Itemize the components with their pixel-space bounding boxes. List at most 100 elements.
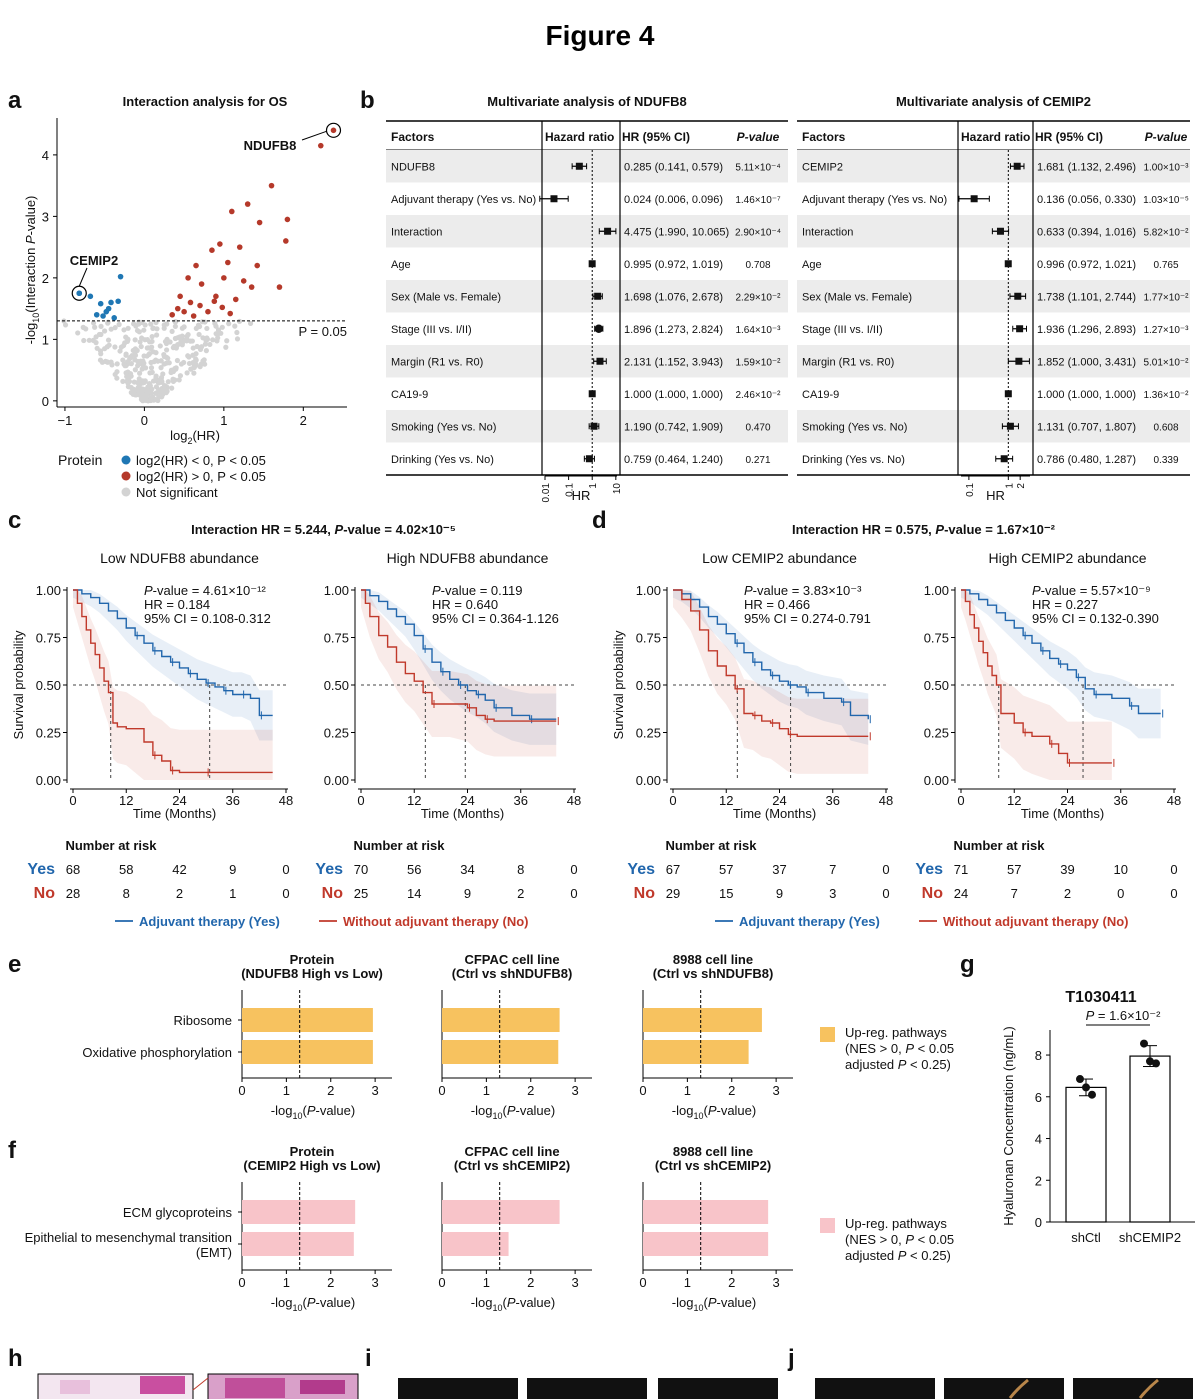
km-panel-title: Interaction HR = 5.244, P-value = 4.02×1… bbox=[191, 522, 456, 537]
risk-count: 24 bbox=[954, 886, 968, 901]
point-not-significant bbox=[133, 392, 139, 398]
point-positive bbox=[283, 238, 289, 244]
point-not-significant bbox=[120, 357, 126, 363]
replicate-point bbox=[1146, 1057, 1154, 1066]
panel-i-images bbox=[398, 1378, 778, 1399]
km-stat-line: HR = 0.640 bbox=[432, 597, 498, 612]
row-factor: Adjuvant therapy (Yes vs. No) bbox=[802, 194, 947, 206]
risk-group-label: No bbox=[34, 885, 56, 902]
point-not-significant bbox=[169, 385, 175, 391]
point-positive bbox=[213, 293, 219, 300]
point-positive bbox=[284, 216, 291, 223]
threshold-label: P = 0.05 bbox=[298, 324, 347, 339]
point-not-significant bbox=[175, 342, 181, 348]
point-not-significant bbox=[223, 344, 229, 350]
enrich-x-axis-label-p: P bbox=[708, 1295, 717, 1310]
point-not-significant bbox=[172, 319, 178, 325]
forest-axis-tick-label: 2 bbox=[1016, 483, 1027, 489]
enrich-x-axis-label-p: P bbox=[307, 1295, 316, 1310]
point-not-significant bbox=[121, 327, 127, 333]
risk-count: 0 bbox=[282, 886, 289, 901]
row-pvalue: 1.36×10⁻² bbox=[1143, 390, 1189, 401]
point-not-significant bbox=[161, 382, 168, 389]
point-not-significant bbox=[210, 337, 216, 343]
point-not-significant bbox=[86, 337, 92, 343]
bar-y-tick-label: 4 bbox=[1035, 1132, 1042, 1147]
risk-count: 67 bbox=[666, 862, 680, 877]
point-cemip2 bbox=[76, 290, 83, 297]
bar-category-label: shCtl bbox=[1071, 1230, 1101, 1245]
risk-count: 0 bbox=[882, 862, 889, 877]
point-not-significant bbox=[226, 321, 232, 327]
enrich-x-tick-label: 0 bbox=[639, 1083, 646, 1098]
enrich-x-tick-label: 0 bbox=[438, 1083, 445, 1098]
point-not-significant bbox=[90, 320, 97, 326]
row-pvalue: 1.03×10⁻⁵ bbox=[1143, 195, 1189, 206]
km-y-axis-label: Survival probability bbox=[11, 630, 26, 740]
row-pvalue: 0.271 bbox=[745, 455, 770, 466]
panel-d: Interaction HR = 0.575, P-value = 1.67×1… bbox=[611, 522, 1181, 929]
point-negative bbox=[100, 313, 106, 319]
enrich-x-axis-label-end: -value) bbox=[515, 1295, 555, 1310]
km-y-tick-label: 0.25 bbox=[924, 726, 949, 741]
point-not-significant bbox=[202, 341, 208, 347]
forest-axis-tick-label: 1 bbox=[588, 483, 599, 489]
row-factor: Smoking (Yes vs. No) bbox=[391, 421, 496, 433]
bar-category-label: shCEMIP2 bbox=[1119, 1230, 1181, 1245]
km-y-tick-label: 1.00 bbox=[36, 583, 61, 598]
km-y-tick-label: 0.50 bbox=[324, 678, 349, 693]
km-stat-p: P bbox=[144, 583, 153, 598]
row-factor: Stage (III vs. I/II) bbox=[802, 324, 883, 336]
point-not-significant bbox=[114, 361, 120, 367]
y-tick-label: 1 bbox=[42, 332, 49, 347]
hr-point bbox=[596, 357, 604, 365]
enrich-x-axis-label: -log10(P-value) bbox=[471, 1103, 555, 1121]
hr-point bbox=[604, 227, 612, 235]
label-cemip2: CEMIP2 bbox=[70, 253, 118, 268]
km-y-tick-label: 1.00 bbox=[636, 583, 661, 598]
y-tick-label: 4 bbox=[42, 148, 49, 163]
hr-point bbox=[1004, 260, 1012, 268]
enrich-legend-line: (NES > 0, P < 0.05 bbox=[845, 1232, 954, 1247]
km-x-tick-label: 36 bbox=[1114, 793, 1128, 808]
table-row-band bbox=[386, 345, 788, 378]
panel-c: Interaction HR = 5.244, P-value = 4.02×1… bbox=[11, 522, 581, 929]
risk-table-title: Number at risk bbox=[65, 838, 157, 853]
point-not-significant bbox=[196, 331, 202, 338]
row-pvalue: 0.339 bbox=[1153, 455, 1178, 466]
km-y-tick-label: 0.00 bbox=[324, 773, 349, 788]
panel-label-f: f bbox=[8, 1137, 17, 1164]
point-not-significant bbox=[137, 387, 143, 393]
panel-label-i: i bbox=[365, 1345, 372, 1372]
risk-count: 29 bbox=[666, 886, 680, 901]
legend-title: Protein bbox=[58, 452, 102, 468]
row-factor: Adjuvant therapy (Yes vs. No) bbox=[391, 194, 536, 206]
bar-y-tick-label: 6 bbox=[1035, 1090, 1042, 1105]
point-not-significant bbox=[124, 338, 131, 344]
point-not-significant bbox=[81, 337, 87, 344]
enrich-legend-p: P bbox=[905, 1041, 914, 1056]
km-curve-yes bbox=[961, 589, 1161, 715]
row-factor: Interaction bbox=[802, 226, 853, 238]
enrich-x-tick-label: 0 bbox=[438, 1275, 445, 1290]
x-axis-label-sub: 2 bbox=[187, 436, 192, 446]
enrich-legend-line: adjusted P < 0.25) bbox=[845, 1057, 951, 1072]
risk-count: 25 bbox=[354, 886, 368, 901]
x-tick-label: 2 bbox=[300, 413, 307, 428]
row-pvalue: 1.64×10⁻³ bbox=[735, 325, 781, 336]
forest-axis-label: HR bbox=[572, 488, 591, 503]
point-positive bbox=[197, 302, 203, 309]
y-axis-label-end: -value) bbox=[23, 196, 38, 236]
row-pvalue: 5.01×10⁻² bbox=[1143, 357, 1189, 368]
enrich-x-axis-label-end: -value) bbox=[716, 1295, 756, 1310]
risk-count: 15 bbox=[719, 886, 733, 901]
enrich-title-line: 8988 cell line bbox=[673, 1144, 753, 1159]
y-axis-label: -log10(Interaction P-value) bbox=[23, 196, 41, 345]
point-negative bbox=[93, 311, 100, 318]
forest-axis-tick-label: 0.1 bbox=[565, 483, 576, 497]
km-legend-entry: Adjuvant therapy (Yes) bbox=[739, 914, 880, 929]
km-y-tick-label: 1.00 bbox=[324, 583, 349, 598]
point-positive bbox=[221, 275, 227, 281]
point-negative bbox=[97, 300, 104, 307]
enrich-title-line: CFPAC cell line bbox=[464, 1144, 559, 1159]
